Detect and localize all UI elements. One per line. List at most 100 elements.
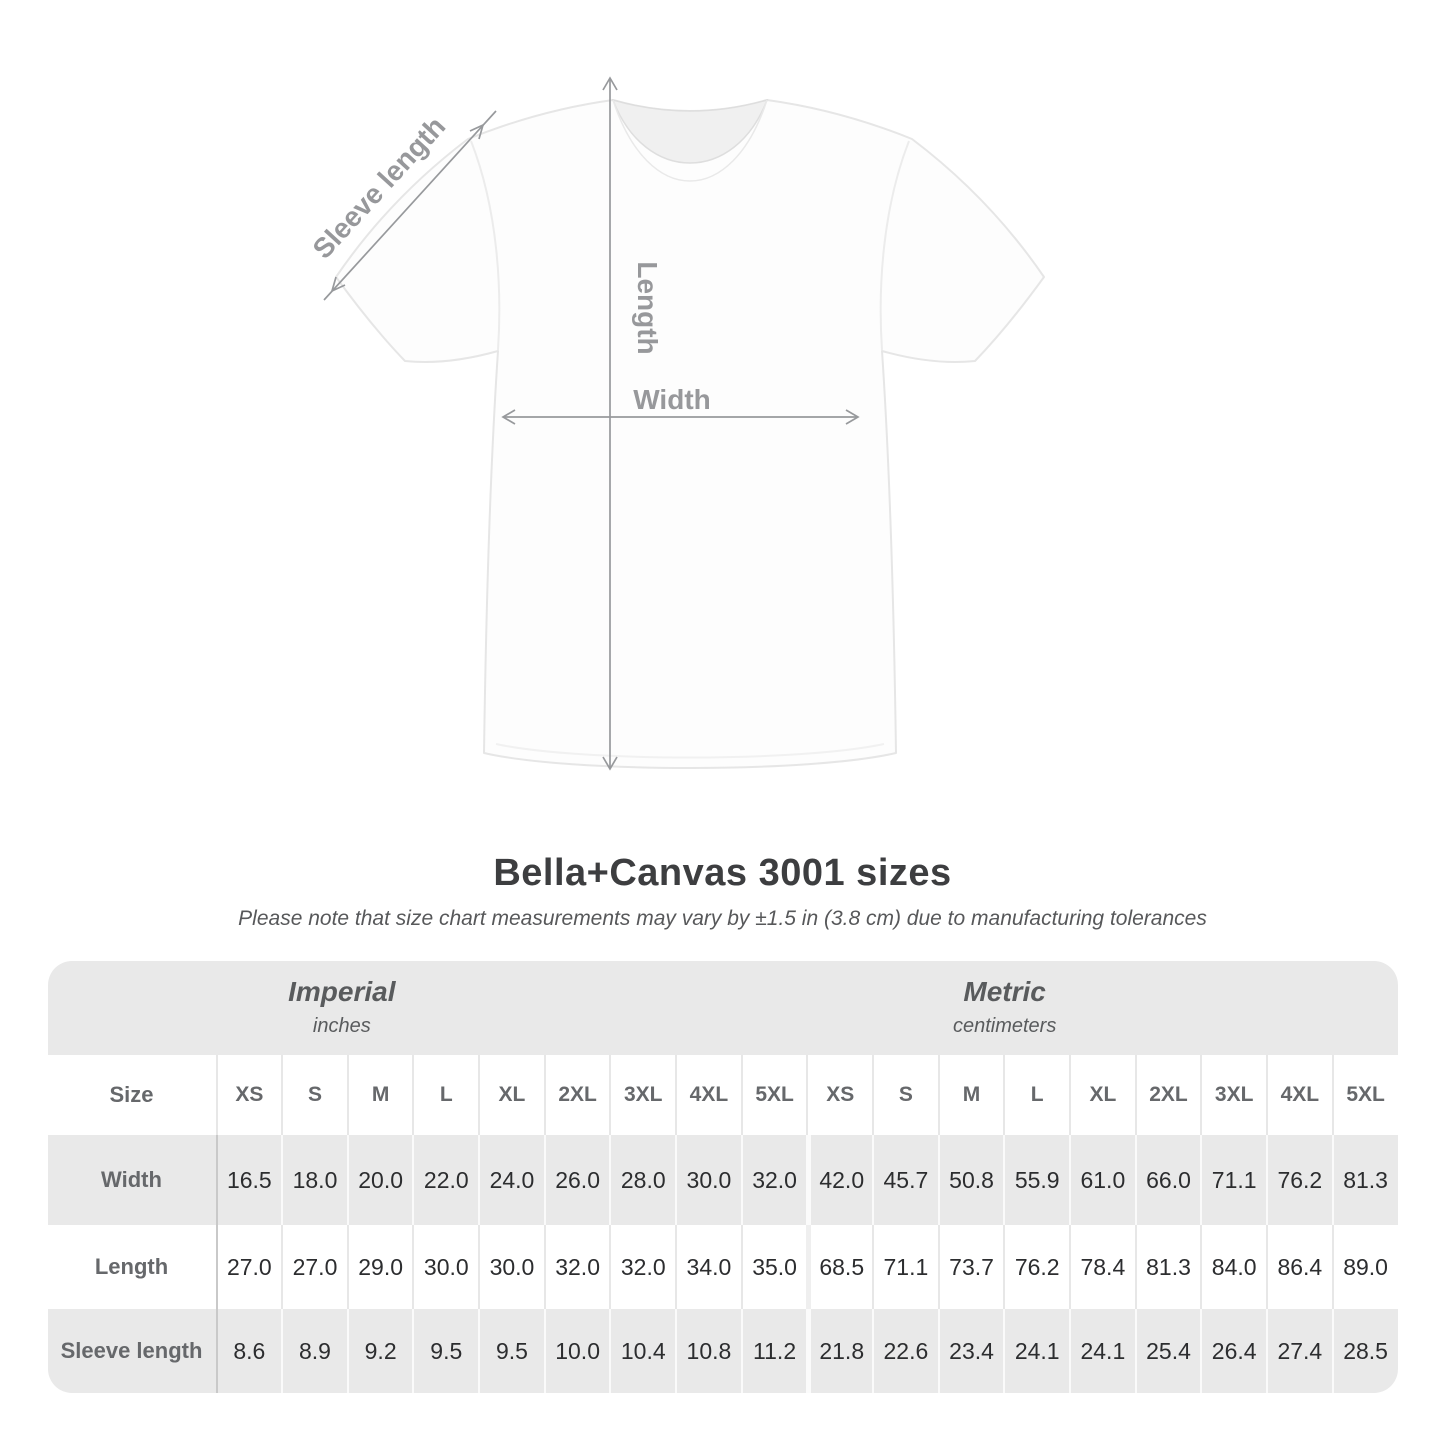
value-cell: 84.0 [1200, 1225, 1266, 1309]
width-label: Width [633, 384, 711, 415]
tolerance-note: Please note that size chart measurements… [238, 907, 1207, 930]
value-cell: 9.5 [478, 1309, 544, 1393]
value-cell: 81.3 [1134, 1225, 1201, 1309]
value-cell: 9.5 [412, 1309, 479, 1393]
unit-group-imperial: Imperial inches [288, 976, 395, 1038]
unit-group-metric: Metric centimeters [953, 976, 1056, 1038]
value-cell: 45.7 [872, 1135, 938, 1225]
value-cell: 50.8 [937, 1135, 1004, 1225]
size-header-cell: XS [806, 1055, 872, 1135]
value-cell: 32.0 [740, 1135, 807, 1225]
size-header-cell: XL [1069, 1055, 1135, 1135]
value-cell: 89.0 [1331, 1225, 1398, 1309]
value-cell: 61.0 [1069, 1135, 1135, 1225]
row-label-length: Length [94, 1254, 169, 1279]
imperial-unit: inches [312, 1015, 371, 1037]
size-header-row: Size XS S M L XL 2XL 3XL 4XL 5XL XS S M … [48, 1055, 1398, 1135]
size-column-header: Size [109, 1082, 154, 1107]
value-cell: 21.8 [806, 1309, 873, 1393]
value-cell: 73.7 [937, 1225, 1004, 1309]
metric-label: Metric [963, 976, 1046, 1007]
value-cell: 30.0 [675, 1135, 741, 1225]
value-cell: 78.4 [1069, 1225, 1135, 1309]
width-row: Width 16.5 18.0 20.0 22.0 24.0 26.0 28.0… [47, 1135, 1398, 1225]
page-title: Bella+Canvas 3001 sizes [493, 852, 952, 894]
value-cell: 22.6 [872, 1309, 938, 1393]
tshirt-graphic [335, 98, 1045, 769]
size-chart-table: Imperial inches Metric centimeters Size … [47, 961, 1398, 1393]
value-cell: 10.4 [609, 1309, 676, 1393]
collar-seam [612, 99, 768, 182]
value-cell: 55.9 [1003, 1135, 1070, 1225]
size-header-cell: XS [215, 1055, 282, 1135]
size-header-cell: 3XL [609, 1055, 675, 1135]
size-header-cell: 2XL [1134, 1055, 1201, 1135]
value-cell: 34.0 [675, 1225, 741, 1309]
value-cell: 20.0 [346, 1135, 413, 1225]
left-sleeve-seam [470, 140, 501, 351]
value-cell: 24.1 [1069, 1309, 1135, 1393]
length-arrow [602, 76, 618, 771]
value-cell: 10.8 [675, 1309, 741, 1393]
size-header-cell: 5XL [740, 1055, 807, 1135]
size-header-cell: 2XL [543, 1055, 610, 1135]
value-cell: 68.5 [806, 1225, 872, 1309]
size-header-cell: L [1003, 1055, 1069, 1135]
size-header-cell: 5XL [1331, 1055, 1398, 1135]
size-header-cell: M [346, 1055, 413, 1135]
right-sleeve-seam [879, 140, 910, 351]
tshirt-diagram-svg: Sleeve length Length Width [307, 76, 1045, 771]
value-cell: 71.1 [872, 1225, 938, 1309]
value-cell: 10.0 [543, 1309, 610, 1393]
value-cell: 8.6 [215, 1309, 282, 1393]
unit-group-header: Imperial inches Metric centimeters [47, 961, 1398, 1055]
value-cell: 76.2 [1003, 1225, 1069, 1309]
tshirt-measurement-diagram: Sleeve length Length Width [307, 76, 1045, 771]
value-cell: 30.0 [478, 1225, 544, 1309]
value-cell: 9.2 [346, 1309, 413, 1393]
collar-opening [611, 98, 769, 164]
value-cell: 28.0 [609, 1135, 676, 1225]
imperial-label: Imperial [288, 976, 396, 1007]
hem-line [495, 743, 885, 759]
value-cell: 26.4 [1200, 1309, 1266, 1393]
value-cell: 27.0 [215, 1225, 282, 1309]
sleeve-length-arrow [323, 110, 497, 301]
value-cell: 27.0 [281, 1225, 347, 1309]
value-cell: 35.0 [740, 1225, 807, 1309]
length-label: Length [632, 261, 663, 354]
value-cell: 8.9 [281, 1309, 347, 1393]
value-cell: 71.1 [1200, 1135, 1266, 1225]
value-cell: 23.4 [937, 1309, 1004, 1393]
size-header-cell: 4XL [1266, 1055, 1332, 1135]
size-header-cell: S [872, 1055, 938, 1135]
value-cell: 42.0 [806, 1135, 873, 1225]
value-cell: 30.0 [412, 1225, 478, 1309]
value-cell: 27.4 [1266, 1309, 1332, 1393]
row-label-sleeve-length: Sleeve length [47, 1309, 216, 1393]
value-cell: 25.4 [1134, 1309, 1201, 1393]
size-header-cell: L [412, 1055, 478, 1135]
value-cell: 32.0 [609, 1225, 675, 1309]
value-cell: 66.0 [1134, 1135, 1201, 1225]
measurements-table: Size XS S M L XL 2XL 3XL 4XL 5XL XS S M … [47, 1055, 1398, 1393]
length-row: Length 27.0 27.0 29.0 30.0 30.0 32.0 32.… [48, 1225, 1398, 1309]
sleeve-length-row: Sleeve length 8.6 8.9 9.2 9.5 9.5 10.0 1… [47, 1309, 1398, 1393]
value-cell: 22.0 [412, 1135, 479, 1225]
size-header-cell: 4XL [675, 1055, 741, 1135]
value-cell: 11.2 [740, 1309, 807, 1393]
value-cell: 28.5 [1331, 1309, 1398, 1393]
value-cell: 24.1 [1003, 1309, 1070, 1393]
size-header-cell: XL [478, 1055, 544, 1135]
value-cell: 16.5 [215, 1135, 282, 1225]
size-header-cell: M [937, 1055, 1004, 1135]
size-header-cell: 3XL [1200, 1055, 1266, 1135]
value-cell: 86.4 [1266, 1225, 1332, 1309]
value-cell: 76.2 [1266, 1135, 1332, 1225]
value-cell: 24.0 [478, 1135, 544, 1225]
value-cell: 81.3 [1331, 1135, 1398, 1225]
size-header-cell: S [281, 1055, 347, 1135]
width-arrow [501, 409, 860, 425]
value-cell: 18.0 [281, 1135, 347, 1225]
